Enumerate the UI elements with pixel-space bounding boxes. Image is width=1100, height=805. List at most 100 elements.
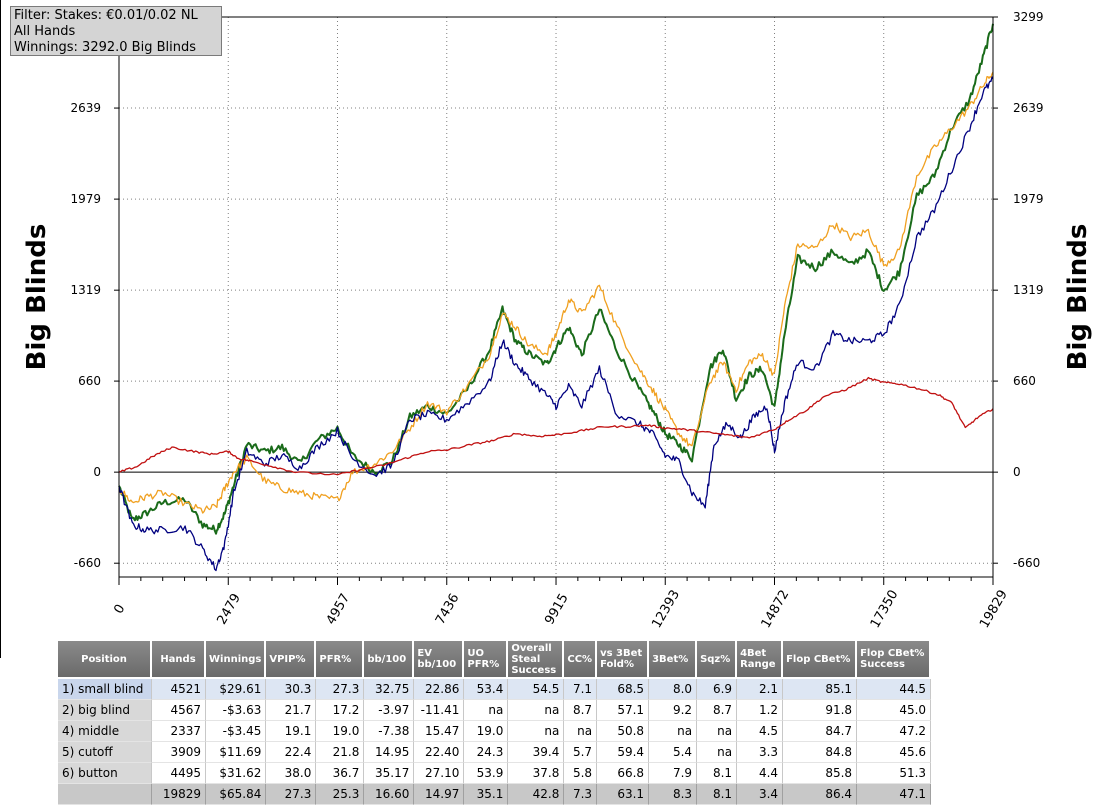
position-cell: 1) small blind: [58, 679, 152, 700]
stat-cell: na: [464, 700, 509, 721]
column-header[interactable]: PFR%: [316, 641, 365, 679]
x-tick-label: 17350: [868, 588, 902, 631]
stat-cell: 21.7: [266, 700, 317, 721]
stat-cell: 1.2: [737, 700, 784, 721]
stat-cell: 7.1: [564, 679, 598, 700]
position-cell: [58, 784, 152, 805]
stat-cell: 51.3: [857, 763, 932, 784]
stat-cell: 19.0: [316, 721, 365, 742]
y-tick-label-left: 0: [93, 465, 101, 479]
stat-cell: 9.2: [649, 700, 698, 721]
stat-cell: 84.7: [783, 721, 858, 742]
stat-cell: $29.61: [206, 679, 267, 700]
column-header[interactable]: Hands: [152, 641, 206, 679]
stat-cell: 45.6: [857, 742, 932, 763]
stat-cell: 5.7: [564, 742, 598, 763]
filter-info-box: Filter: Stakes: €0.01/0.02 NL All Hands …: [10, 6, 222, 56]
y-axis-label-left: Big Blinds: [22, 224, 52, 371]
stat-cell: 4495: [152, 763, 206, 784]
column-header[interactable]: vs 3Bet Fold%: [597, 641, 650, 679]
stat-cell: 8.1: [697, 784, 738, 805]
x-tick-label: 9915: [542, 591, 572, 627]
stat-cell: 27.3: [316, 679, 365, 700]
column-header[interactable]: Winnings: [206, 641, 267, 679]
column-header[interactable]: 3Bet%: [649, 641, 698, 679]
stat-cell: 42.8: [508, 784, 565, 805]
stat-cell: 21.8: [316, 742, 365, 763]
stat-cell: 24.3: [464, 742, 509, 763]
stat-cell: 45.0: [857, 700, 932, 721]
stat-cell: na: [697, 721, 738, 742]
left-border-rule: [0, 0, 1, 658]
position-stats-table: Position Hands Winnings VPIP% PFR% bb/100 EV b…: [58, 641, 932, 805]
table-row[interactable]: 4) middle 2337 -$3.45 19.1 19.0 -7.38 15.47 19.…: [58, 721, 932, 742]
series-layer: [118, 23, 994, 572]
stat-cell: 59.4: [597, 742, 650, 763]
stat-cell: 14.95: [364, 742, 415, 763]
grid-layer: [119, 16, 993, 577]
stat-cell: 57.1: [597, 700, 650, 721]
stat-cell: $65.84: [206, 784, 267, 805]
position-cell: 5) cutoff: [58, 742, 152, 763]
stat-cell: 22.40: [414, 742, 465, 763]
filter-hands-text: All Hands: [14, 24, 76, 39]
stat-cell: 8.3: [649, 784, 698, 805]
stat-cell: 27.3: [266, 784, 317, 805]
column-header[interactable]: bb/100: [364, 641, 415, 679]
stat-cell: 36.7: [316, 763, 365, 784]
column-header[interactable]: Position: [58, 641, 152, 679]
y-tick-label-left: 1979: [70, 192, 101, 206]
stat-cell: 50.8: [597, 721, 650, 742]
table-row[interactable]: 6) button 4495 $31.62 38.0 36.7 35.17 27.10 53.…: [58, 763, 932, 784]
y-tick-label-right: 0: [1013, 465, 1021, 479]
stat-cell: -7.38: [364, 721, 415, 742]
series-line-1: [118, 23, 994, 535]
stat-cell: 39.4: [508, 742, 565, 763]
totals-row[interactable]: 19829 $65.84 27.3 25.3 16.60 14.97 35.1 42.8 7.3…: [58, 784, 932, 805]
stat-cell: 4.5: [737, 721, 784, 742]
stat-cell: 86.4: [783, 784, 858, 805]
column-header[interactable]: Flop CBet%: [783, 641, 858, 679]
column-header[interactable]: 4Bet Range: [737, 641, 784, 679]
column-header[interactable]: EV bb/100: [414, 641, 465, 679]
column-header[interactable]: VPIP%: [266, 641, 317, 679]
y-tick-label-left: -660: [74, 556, 101, 570]
x-tick-label: 19829: [977, 588, 1011, 631]
column-header[interactable]: UO PFR%: [464, 641, 509, 679]
stat-cell: 84.8: [783, 742, 858, 763]
x-tick-label: 4957: [324, 591, 354, 627]
y-tick-label-right: 2639: [1013, 101, 1044, 115]
stat-cell: 32.75: [364, 679, 415, 700]
stat-cell: 4567: [152, 700, 206, 721]
table-row[interactable]: 5) cutoff 3909 $11.69 22.4 21.8 14.95 22.40 24.…: [58, 742, 932, 763]
stat-cell: 5.4: [649, 742, 698, 763]
stat-cell: 35.1: [464, 784, 509, 805]
y-tick-label-right: 1319: [1013, 283, 1044, 297]
y-tick-label-right: 1979: [1013, 192, 1044, 206]
stat-cell: 68.5: [597, 679, 650, 700]
table-header-row: Position Hands Winnings VPIP% PFR% bb/100 EV b…: [58, 641, 932, 679]
stat-cell: -3.97: [364, 700, 415, 721]
x-tick-label: 14872: [759, 588, 793, 631]
stat-cell: 5.8: [564, 763, 598, 784]
stat-cell: 30.3: [266, 679, 317, 700]
x-tick-label: 0: [111, 602, 128, 617]
stat-cell: 44.5: [857, 679, 932, 700]
winnings-chart: -660 -660 0 0 660 660 1319 1319 1979 1979 2639 2639…: [22, 10, 1093, 631]
stat-cell: -$3.63: [206, 700, 267, 721]
stat-cell: 15.47: [414, 721, 465, 742]
stat-cell: 22.4: [266, 742, 317, 763]
column-header[interactable]: Sqz%: [697, 641, 738, 679]
stat-cell: 2337: [152, 721, 206, 742]
y-axis-label-right: Big Blinds: [1063, 224, 1093, 371]
table-row[interactable]: 1) small blind 4521 $29.61 30.3 27.3 32.75 22.…: [58, 679, 932, 700]
stat-cell: -$3.45: [206, 721, 267, 742]
stat-cell: 4521: [152, 679, 206, 700]
column-header[interactable]: Overall Steal Success: [508, 641, 565, 679]
stat-cell: 37.8: [508, 763, 565, 784]
table-row[interactable]: 2) big blind 4567 -$3.63 21.7 17.2 -3.97 -11.4…: [58, 700, 932, 721]
column-header[interactable]: Flop CBet% Success: [857, 641, 932, 679]
series-line-3: [118, 76, 994, 572]
stat-cell: 2.1: [737, 679, 784, 700]
column-header[interactable]: CC%: [564, 641, 598, 679]
